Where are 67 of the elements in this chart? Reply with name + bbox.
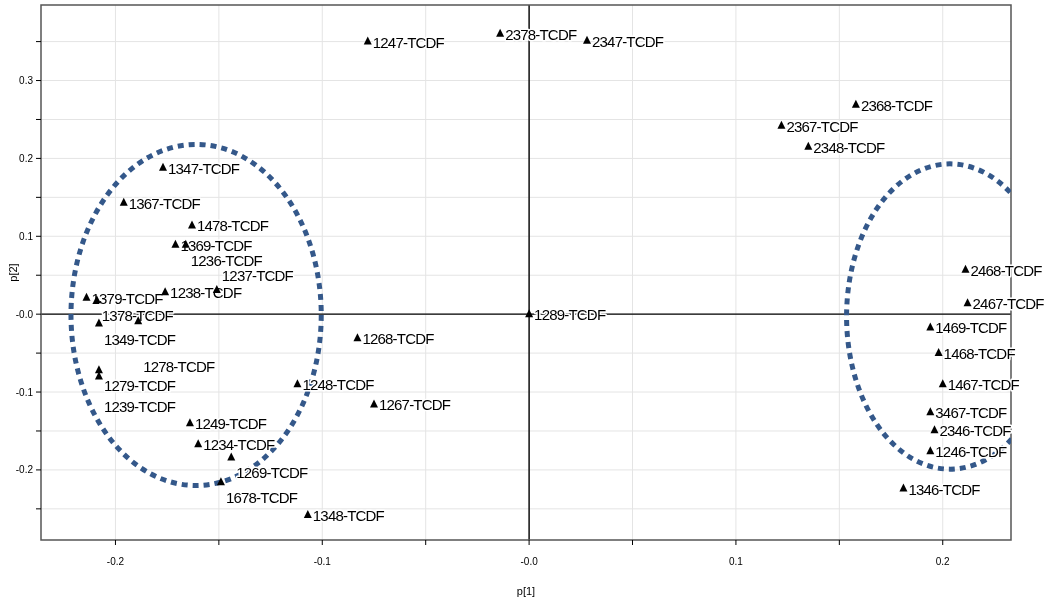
point: [353, 333, 362, 342]
annotation: 1234-TCDF: [203, 436, 275, 454]
annotation: 1348-TCDF: [312, 507, 385, 525]
annotation: 1237-TCDF: [221, 267, 294, 285]
y-tick-label: -0.0: [15, 308, 34, 320]
annotation: 1678-TCDF: [225, 489, 298, 507]
x-tick-label: 0.2: [935, 556, 951, 567]
x-tick-label: -0.2: [106, 556, 125, 567]
point: [293, 379, 302, 388]
annotation: 1369-TCDF: [180, 236, 253, 254]
x-tick-label: 0.1: [728, 556, 744, 567]
point: [185, 418, 194, 427]
annotation: 2468-TCDF: [970, 261, 1043, 279]
annotation: 1349-TCDF: [103, 330, 176, 348]
annotation: 1347-TCDF: [168, 159, 240, 177]
point: [963, 298, 972, 307]
point: [94, 365, 103, 374]
point: [525, 309, 534, 318]
y-tick-label: 0.1: [19, 230, 34, 242]
annotation: 2347-TCDF: [592, 32, 664, 50]
annotation: 1279-TCDF: [103, 377, 176, 395]
point: [851, 99, 860, 108]
annotation: 1239-TCDF: [103, 398, 176, 416]
point: [363, 36, 372, 45]
annotation: 1247-TCDF: [372, 33, 445, 51]
y-axis-title: p[2]: [7, 263, 19, 282]
point: [159, 162, 168, 171]
annotation: 2368-TCDF: [860, 96, 933, 114]
annotation: 2348-TCDF: [813, 138, 886, 156]
y-tick-label: -0.2: [15, 464, 34, 476]
y-tick-label: 0.2: [19, 152, 34, 164]
annotation: 1236-TCDF: [190, 251, 263, 269]
annotation: 2467-TCDF: [972, 295, 1045, 313]
annotation: 1467-TCDF: [947, 376, 1020, 394]
annotation: 1238-TCDF: [170, 284, 242, 302]
x-tick-label: -0.0: [520, 556, 539, 567]
annotation: 3467-TCDF: [935, 404, 1008, 422]
point: [899, 483, 908, 492]
x-tick-label: -0.1: [313, 556, 332, 567]
y-tick-label: -0.1: [15, 386, 34, 398]
point: [961, 264, 970, 273]
point: [496, 28, 505, 37]
point: [94, 318, 103, 327]
point: [82, 292, 91, 301]
x-axis-title: p[1]: [516, 585, 536, 597]
annotation: 1468-TCDF: [943, 345, 1016, 363]
annotation: 2346-TCDF: [939, 422, 1012, 440]
point: [583, 35, 592, 44]
point: [171, 239, 180, 248]
point: [934, 348, 943, 357]
y-tick-label: 0.3: [19, 75, 34, 87]
point: [804, 141, 813, 150]
annotation: 2367-TCDF: [786, 117, 859, 135]
annotation: 1249-TCDF: [194, 415, 267, 433]
annotation: 1248-TCDF: [302, 376, 375, 394]
annotation: 1478-TCDF: [196, 217, 269, 235]
point: [930, 425, 939, 434]
annotation: 1346-TCDF: [908, 480, 981, 498]
annotation: 1278-TCDF: [143, 358, 215, 376]
point: [119, 197, 128, 206]
annotation: 1469-TCDF: [935, 319, 1008, 337]
point: [777, 120, 786, 129]
annotation: 1268-TCDF: [362, 330, 435, 348]
annotation: 1267-TCDF: [378, 396, 451, 414]
point: [303, 510, 312, 519]
point: [187, 220, 196, 229]
annotation: 1367-TCDF: [128, 194, 201, 212]
